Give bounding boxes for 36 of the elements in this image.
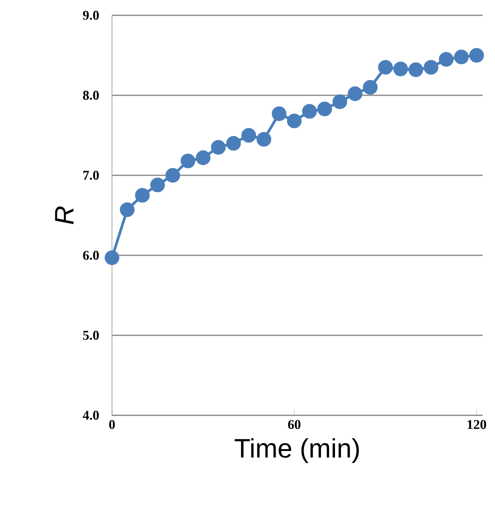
point	[408, 62, 424, 78]
point	[332, 94, 348, 110]
point	[211, 140, 226, 155]
point	[348, 86, 362, 102]
point	[393, 62, 408, 76]
y-axis-title: R	[55, 206, 74, 224]
point	[104, 250, 120, 266]
y-tick-label: 6.0	[83, 250, 99, 260]
y-tick-label: 4.0	[82, 410, 99, 420]
point	[438, 52, 454, 67]
point	[469, 48, 484, 63]
point	[362, 80, 378, 95]
point	[424, 60, 438, 75]
point	[150, 178, 165, 192]
point	[256, 132, 272, 147]
x-axis-title: Time (min)	[234, 438, 359, 464]
point	[241, 128, 256, 143]
y-tick-label: 8.0	[83, 90, 99, 100]
point	[378, 60, 393, 75]
x-tick-label: 60	[288, 420, 300, 430]
point	[196, 150, 210, 166]
point	[120, 202, 135, 218]
y-tick-label: 5.0	[83, 330, 99, 340]
point	[286, 114, 302, 128]
point	[165, 168, 180, 183]
y-tick-label: 9.0	[82, 10, 99, 20]
point	[180, 154, 196, 168]
point	[272, 106, 286, 122]
y-tick-label: 7.0	[83, 170, 99, 180]
x-tick-label: 120	[468, 420, 486, 430]
point	[317, 102, 332, 116]
point	[226, 136, 241, 151]
point	[302, 104, 317, 119]
x-tick-label: 0	[109, 420, 115, 430]
point	[135, 188, 150, 203]
point	[454, 50, 469, 64]
